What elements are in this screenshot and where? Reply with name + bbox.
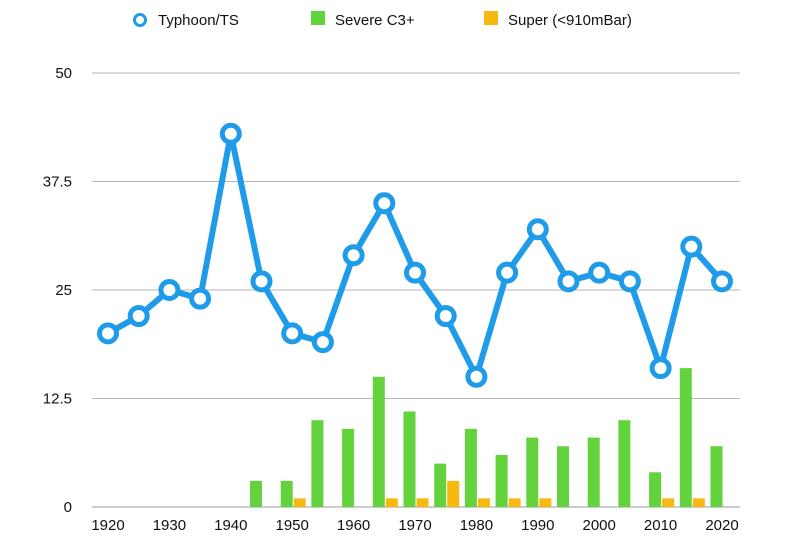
typhoon-point-2020 [711, 270, 733, 293]
bar-super-2015 [692, 498, 705, 507]
x-tick-label: 2010 [644, 517, 677, 534]
x-tick-label: 1930 [153, 517, 186, 534]
bar-severe-1985 [495, 454, 508, 507]
typhoon-point-1995 [557, 270, 580, 293]
bar-severe-2020 [710, 446, 723, 507]
typhoon-point-1965 [373, 192, 396, 215]
legend: Typhoon/TS Severe C3+ Super (<910mBar) [133, 11, 632, 29]
x-axis-ticks: 1920 1930 1940 1950 1960 1970 1980 1990 2000 2010… [91, 517, 738, 534]
bar-severe-1990 [526, 437, 539, 507]
typhoon-point-1980 [465, 365, 488, 388]
legend-item-typhoon: Typhoon/TS [133, 12, 239, 29]
bar-severe-2005 [618, 420, 631, 507]
typhoon-point-1960 [342, 244, 365, 267]
orange-square-icon [484, 11, 498, 25]
typhoon-point-2010 [649, 357, 672, 380]
x-tick-label: 1970 [398, 517, 431, 534]
typhoon-point-2000 [588, 261, 611, 284]
typhoon-point-1920 [97, 322, 119, 345]
typhoon-point-1925 [127, 305, 150, 328]
x-tick-label: 1920 [91, 517, 124, 534]
bar-super-1975 [447, 480, 460, 507]
x-tick-label: 2000 [583, 517, 616, 534]
typhoon-point-1930 [158, 279, 181, 301]
bar-super-1970 [416, 498, 429, 507]
bar-severe-2015 [679, 368, 692, 507]
bar-severe-1970 [403, 411, 416, 507]
legend-item-super: Super (<910mBar) [484, 11, 632, 29]
y-axis-ticks: 0 12.5 25 37.5 50 [43, 65, 72, 516]
x-tick-label: 1940 [214, 517, 247, 534]
y-tick-label: 50 [55, 65, 72, 82]
bar-severe-2000 [587, 437, 600, 507]
legend-label-severe: Severe C3+ [335, 12, 415, 29]
typhoon-point-1950 [281, 322, 304, 345]
bar-severe-1980 [464, 428, 477, 507]
y-tick-label: 0 [64, 499, 72, 516]
bar-severe-1975 [434, 463, 447, 507]
bar-severe-1960 [342, 428, 355, 507]
y-tick-label: 25 [55, 282, 72, 299]
bar-severe-1955 [311, 420, 324, 507]
typhoon-point-1945 [250, 270, 273, 293]
typhoon-point-1985 [496, 261, 519, 284]
bar-severe-1965 [372, 376, 385, 507]
typhoon-point-2005 [618, 270, 641, 293]
bar-severe-2010 [649, 472, 662, 507]
bars [250, 368, 723, 507]
bar-severe-1995 [557, 446, 569, 507]
x-tick-label: 1980 [460, 517, 493, 534]
legend-item-severe: Severe C3+ [311, 11, 415, 29]
typhoon-point-2015 [680, 235, 703, 258]
x-tick-label: 1950 [276, 517, 309, 534]
bar-severe-1945 [250, 480, 262, 507]
typhoon-point-1940 [219, 122, 242, 145]
bar-super-1985 [508, 498, 521, 507]
legend-label-super: Super (<910mBar) [508, 12, 632, 29]
bar-severe-1950 [280, 480, 293, 507]
typhoon-point-1990 [526, 218, 549, 241]
typhoon-point-1955 [311, 331, 334, 354]
ring-marker-icon [133, 13, 147, 27]
x-tick-label: 2020 [705, 517, 738, 534]
typhoon-line [105, 130, 725, 380]
bar-super-1950 [293, 498, 306, 507]
typhoon-point-1970 [404, 261, 426, 284]
typhoon-point-1975 [434, 305, 457, 328]
gridlines [92, 72, 740, 508]
green-square-icon [311, 11, 325, 25]
bar-super-1990 [539, 498, 552, 507]
bar-super-1980 [477, 498, 490, 507]
x-tick-label: 1990 [521, 517, 554, 534]
legend-label-typhoon: Typhoon/TS [158, 12, 239, 29]
bar-super-2010 [662, 498, 675, 507]
typhoon-line-series [97, 122, 733, 388]
y-tick-label: 12.5 [43, 391, 72, 408]
typhoon-point-1935 [189, 287, 212, 310]
bar-super-1965 [385, 498, 398, 507]
x-tick-label: 1960 [337, 517, 370, 534]
y-tick-label: 37.5 [43, 174, 72, 191]
